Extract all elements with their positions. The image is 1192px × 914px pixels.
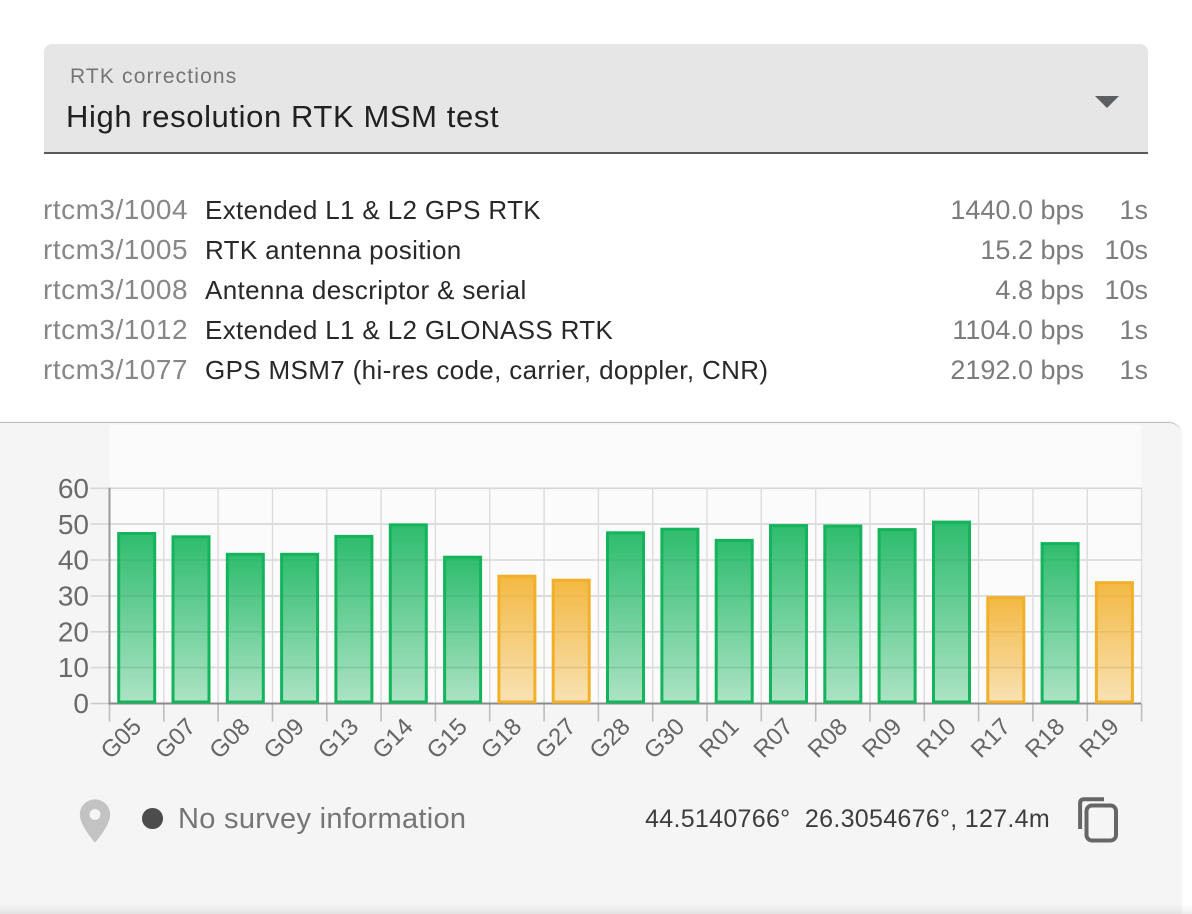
svg-text:G18: G18 bbox=[476, 713, 527, 764]
svg-text:30: 30 bbox=[58, 581, 89, 612]
svg-text:R18: R18 bbox=[1020, 713, 1070, 763]
svg-text:G28: G28 bbox=[585, 713, 636, 764]
svg-text:G30: G30 bbox=[639, 713, 690, 764]
svg-text:40: 40 bbox=[58, 545, 89, 576]
svg-text:10: 10 bbox=[58, 652, 89, 683]
svg-text:R17: R17 bbox=[966, 713, 1016, 763]
svg-text:G05: G05 bbox=[96, 713, 147, 764]
svg-text:G27: G27 bbox=[530, 713, 581, 764]
svg-text:R19: R19 bbox=[1074, 713, 1124, 763]
svg-text:20: 20 bbox=[58, 616, 89, 647]
svg-text:R09: R09 bbox=[857, 713, 907, 763]
svg-text:50: 50 bbox=[58, 509, 89, 540]
svg-text:G13: G13 bbox=[313, 713, 364, 764]
svg-text:G15: G15 bbox=[422, 713, 473, 764]
svg-text:G09: G09 bbox=[259, 713, 310, 764]
svg-text:R08: R08 bbox=[803, 713, 853, 763]
svg-text:R07: R07 bbox=[749, 713, 799, 763]
svg-text:0: 0 bbox=[73, 688, 89, 719]
svg-text:60: 60 bbox=[58, 473, 89, 504]
svg-text:G08: G08 bbox=[204, 713, 255, 764]
svg-text:G14: G14 bbox=[367, 713, 418, 764]
svg-text:G07: G07 bbox=[150, 713, 201, 764]
svg-text:R01: R01 bbox=[694, 713, 744, 763]
svg-text:R10: R10 bbox=[912, 713, 962, 763]
